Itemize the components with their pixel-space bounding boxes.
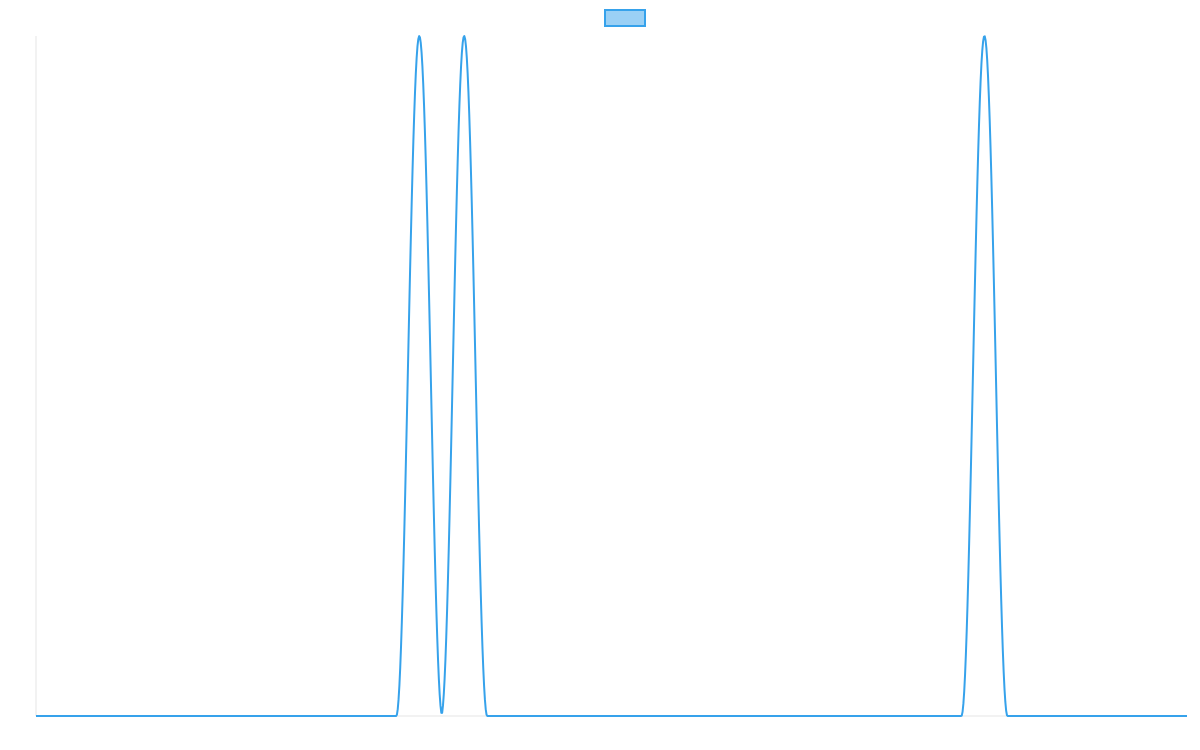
data-point[interactable] <box>473 373 479 379</box>
data-point[interactable] <box>438 713 444 719</box>
data-point[interactable] <box>1004 713 1010 719</box>
legend <box>0 9 1200 32</box>
data-point[interactable] <box>405 373 411 379</box>
data-point[interactable] <box>450 373 456 379</box>
data-point[interactable] <box>993 373 999 379</box>
data-point[interactable] <box>33 713 39 719</box>
legend-swatch <box>604 9 646 27</box>
legend-item[interactable] <box>604 9 652 27</box>
data-point[interactable] <box>1184 713 1190 719</box>
data-point[interactable] <box>484 713 490 719</box>
data-point[interactable] <box>428 373 434 379</box>
data-point[interactable] <box>416 33 422 39</box>
data-point[interactable] <box>393 713 399 719</box>
data-point[interactable] <box>981 33 987 39</box>
data-point[interactable] <box>461 33 467 39</box>
series-line-0 <box>35 35 1188 717</box>
data-point[interactable] <box>970 373 976 379</box>
data-point[interactable] <box>958 713 964 719</box>
